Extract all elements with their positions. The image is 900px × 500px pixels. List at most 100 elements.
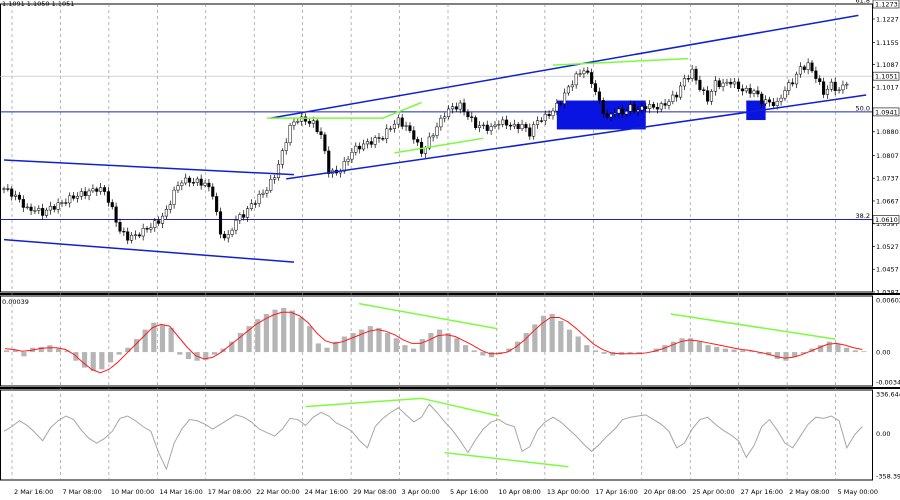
candle-body <box>133 234 137 236</box>
candle-body <box>404 125 408 127</box>
candle-body <box>833 81 837 91</box>
candle-body <box>288 125 292 144</box>
candle-body <box>358 145 362 150</box>
candle-body <box>702 89 706 91</box>
macd-bar <box>748 351 754 353</box>
candle-body <box>37 207 41 211</box>
candle-body <box>655 107 659 110</box>
candle-body <box>261 192 265 195</box>
candle-body <box>706 90 710 102</box>
cci-tick-label: 0.00 <box>876 430 890 438</box>
macd-bar <box>592 350 599 353</box>
x-tick-label: 10 Apr 08:00 <box>498 488 540 496</box>
candle-body <box>203 182 207 186</box>
macd-bar <box>168 327 174 353</box>
macd-bar <box>462 345 469 353</box>
candle-body <box>713 80 717 92</box>
candle-body <box>238 214 242 221</box>
candle-body <box>230 229 234 235</box>
candle-body <box>188 177 192 183</box>
candle-body <box>246 208 250 218</box>
candle-body <box>137 234 141 237</box>
macd-bar <box>125 347 131 353</box>
candle-body <box>226 234 230 239</box>
macd-bar <box>263 314 269 353</box>
candle-body <box>385 128 389 139</box>
candle-body <box>698 79 702 90</box>
candle-body <box>744 88 748 92</box>
x-tick-label: 29 Mar 08:00 <box>353 488 396 496</box>
x-tick-label: 14 Mar 16:00 <box>159 488 202 496</box>
candle-body <box>582 70 586 74</box>
macd-bar <box>133 339 140 353</box>
candle-body <box>48 206 52 211</box>
x-tick-label: 17 Mar 08:00 <box>208 488 251 496</box>
macd-bar <box>826 341 832 353</box>
candle-body <box>771 101 775 106</box>
macd-bar <box>341 336 347 353</box>
pane-frame <box>0 389 873 481</box>
candle-body <box>539 120 543 122</box>
candle-body <box>439 117 443 128</box>
x-tick-label: 10 Mar 00:00 <box>111 488 154 496</box>
candle-body <box>373 137 377 145</box>
candle-body <box>215 196 219 212</box>
price-tag <box>872 71 900 81</box>
candle-body <box>350 151 354 160</box>
candle-body <box>632 104 636 112</box>
candle-body <box>427 136 431 149</box>
macd-bar <box>861 351 867 353</box>
candle-body <box>675 94 679 98</box>
candle-body <box>33 210 37 212</box>
macd-bar <box>540 315 547 353</box>
candle-body <box>269 178 273 191</box>
candle-body <box>574 73 578 86</box>
macd-bar <box>497 352 503 354</box>
candle-body <box>481 124 485 127</box>
candle-body <box>396 117 400 125</box>
macd-bar <box>47 345 53 353</box>
macd-bar <box>12 349 18 353</box>
candle-body <box>323 134 327 152</box>
macd-bar <box>359 329 365 353</box>
divergence-line <box>552 57 689 66</box>
x-tick-label: 20 Apr 08:00 <box>644 488 686 496</box>
fib-level-label: 50.0 <box>856 104 870 112</box>
candle-body <box>845 83 849 86</box>
macd-bar <box>549 314 555 353</box>
candle-body <box>775 101 779 106</box>
macd-bar <box>670 341 677 353</box>
price-tick-label: 1.1087 <box>876 61 899 69</box>
x-tick-label: 27 Apr 16:00 <box>741 488 783 496</box>
candle-body <box>265 190 269 194</box>
macd-bar <box>679 338 685 353</box>
pane-frame <box>0 3 873 293</box>
candle-body <box>477 125 482 128</box>
macd-bar <box>350 333 356 353</box>
candle-body <box>2 188 6 190</box>
candle-body <box>14 194 18 197</box>
candle-body <box>141 228 145 237</box>
price-tag-label: 1.1273 <box>875 1 898 9</box>
macd-bar <box>480 352 486 356</box>
candle-body <box>21 199 25 208</box>
candle-body <box>586 70 590 73</box>
divergence-line <box>305 397 500 417</box>
candle-body <box>60 202 64 204</box>
candle-body <box>609 113 613 118</box>
candle-body <box>199 178 203 186</box>
macd-bar <box>159 324 166 353</box>
macd-bar <box>211 352 218 355</box>
macd-bar <box>731 349 737 353</box>
cci-tick-label: -358.398 <box>876 473 900 481</box>
candle-body <box>570 84 574 88</box>
macd-bar <box>116 352 122 355</box>
macd-bar <box>818 345 824 353</box>
macd-signal-line <box>4 311 863 374</box>
candle-body <box>489 126 493 131</box>
macd-bar <box>151 322 157 353</box>
macd-bar <box>411 348 417 353</box>
candle-body <box>106 191 110 203</box>
x-tick-label: 2 Mar 16:00 <box>14 488 53 496</box>
